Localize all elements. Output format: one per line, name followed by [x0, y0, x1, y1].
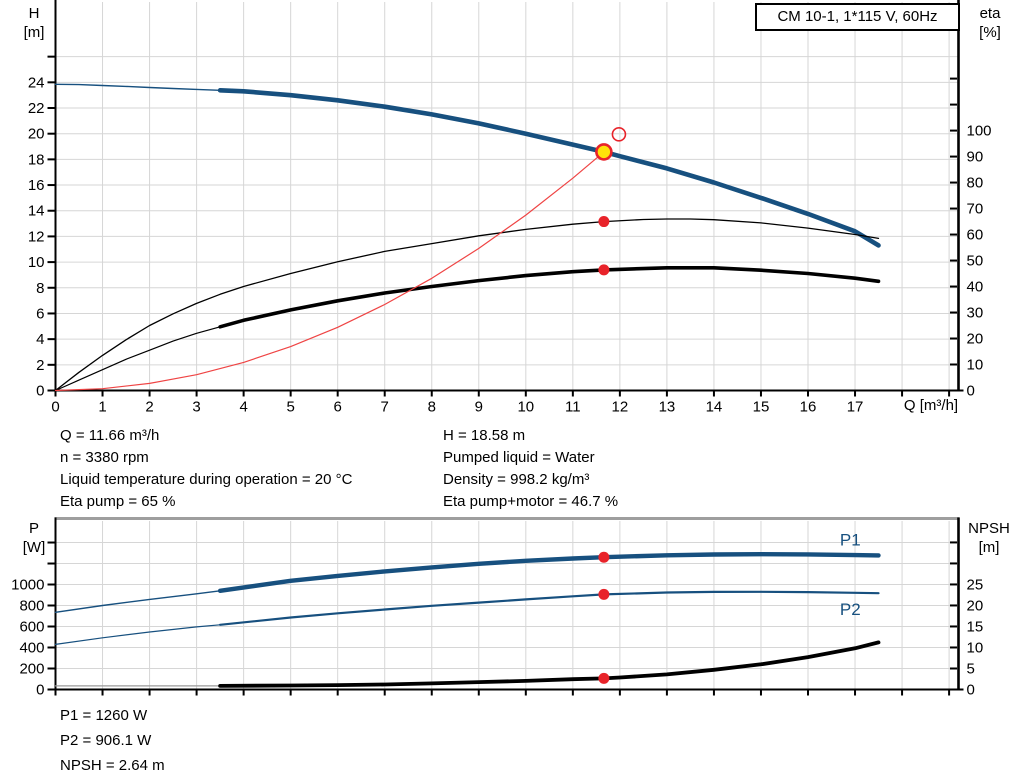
svg-text:18: 18	[28, 151, 45, 168]
svg-text:1: 1	[98, 399, 106, 416]
svg-text:15: 15	[967, 618, 984, 635]
info-line-n: n = 3380 rpm	[60, 449, 149, 466]
svg-text:11: 11	[565, 399, 581, 416]
npsh-axis-title: NPSH [m]	[968, 520, 1010, 556]
svg-text:20: 20	[967, 331, 984, 348]
svg-text:12: 12	[28, 228, 45, 245]
q-axis-title: Q [m³/h]	[903, 397, 959, 414]
svg-text:400: 400	[19, 640, 44, 657]
duty-point-marker	[595, 143, 613, 161]
svg-text:90: 90	[967, 149, 984, 166]
svg-text:4: 4	[36, 331, 44, 348]
info-line-temp: Liquid temperature during operation = 20…	[60, 471, 353, 488]
svg-text:20: 20	[28, 126, 45, 143]
svg-text:16: 16	[800, 399, 817, 416]
info-line-p1: P1 = 1260 W	[60, 707, 148, 724]
svg-text:8: 8	[428, 399, 436, 416]
svg-text:10: 10	[517, 399, 534, 416]
svg-text:0: 0	[36, 682, 44, 699]
svg-text:2: 2	[36, 357, 44, 374]
svg-text:40: 40	[967, 279, 984, 296]
operating-data-right: H = 18.58 m Pumped liquid = Water Densit…	[443, 425, 618, 513]
info-line-eta-total: Eta pump+motor = 46.7 %	[443, 493, 619, 510]
svg-text:10: 10	[967, 357, 984, 374]
svg-text:80: 80	[967, 175, 984, 192]
svg-text:16: 16	[28, 177, 45, 194]
svg-text:5: 5	[286, 399, 294, 416]
svg-text:30: 30	[967, 305, 984, 322]
svg-text:0: 0	[51, 399, 59, 416]
svg-text:9: 9	[475, 399, 483, 416]
info-line-npsh: NPSH = 2.64 m	[60, 757, 165, 774]
svg-text:13: 13	[659, 399, 676, 416]
svg-text:8: 8	[36, 280, 44, 297]
curve-label: P1	[840, 530, 861, 549]
svg-text:4: 4	[239, 399, 247, 416]
svg-text:22: 22	[28, 100, 45, 117]
svg-text:15: 15	[753, 399, 770, 416]
curve-point-marker	[598, 672, 610, 684]
svg-text:0: 0	[967, 383, 975, 400]
svg-text:600: 600	[19, 619, 44, 636]
svg-text:200: 200	[19, 661, 44, 678]
info-line-q: Q = 11.66 m³/h	[60, 427, 160, 444]
curve-point-marker	[598, 216, 610, 228]
info-line-eta-pump: Eta pump = 65 %	[60, 493, 176, 510]
svg-text:7: 7	[381, 399, 389, 416]
h-q-eta-chart: 0246810121416182022240102030405060708090…	[28, 0, 992, 416]
svg-text:1000: 1000	[11, 577, 44, 594]
curve-label: P2	[840, 600, 861, 619]
svg-text:3: 3	[192, 399, 200, 416]
svg-text:6: 6	[36, 305, 44, 322]
svg-text:14: 14	[28, 203, 45, 220]
svg-text:5: 5	[967, 660, 975, 677]
svg-text:70: 70	[967, 201, 984, 218]
rated-point-marker	[611, 127, 627, 142]
svg-text:60: 60	[967, 227, 984, 244]
info-line-liquid: Pumped liquid = Water	[443, 449, 595, 466]
svg-text:800: 800	[19, 598, 44, 615]
info-line-h: H = 18.58 m	[443, 427, 526, 444]
p-axis-title: P [W]	[22, 520, 46, 556]
power-data-block: P1 = 1260 W P2 = 906.1 W NPSH = 2.64 m	[60, 703, 165, 778]
svg-text:2: 2	[145, 399, 153, 416]
operating-data-left: Q = 11.66 m³/h n = 3380 rpm Liquid tempe…	[60, 425, 352, 513]
svg-text:0: 0	[36, 383, 44, 400]
pump-title-box: CM 10-1, 1*115 V, 60Hz	[755, 3, 960, 31]
info-line-density: Density = 998.2 kg/m³	[443, 471, 590, 488]
svg-text:20: 20	[967, 597, 984, 614]
svg-text:100: 100	[967, 123, 992, 140]
svg-text:10: 10	[967, 639, 984, 656]
info-line-p2: P2 = 906.1 W	[60, 732, 152, 749]
svg-text:50: 50	[967, 253, 984, 270]
curve-point-marker	[598, 588, 610, 600]
svg-text:14: 14	[706, 399, 723, 416]
svg-text:12: 12	[612, 399, 629, 416]
curve-point-marker	[598, 264, 610, 276]
svg-text:6: 6	[334, 399, 342, 416]
eta-axis-title: eta [%]	[979, 5, 1001, 41]
svg-text:10: 10	[28, 254, 45, 271]
h-axis-title: H [m]	[23, 5, 45, 41]
svg-text:24: 24	[28, 74, 45, 91]
svg-text:0: 0	[967, 682, 975, 699]
svg-text:25: 25	[967, 576, 984, 593]
svg-text:17: 17	[847, 399, 864, 416]
power-npsh-chart: 0 200 400 600 800 1000 0 5 10 15 20 25 P1 P2	[11, 517, 984, 699]
curve-point-marker	[598, 551, 610, 563]
